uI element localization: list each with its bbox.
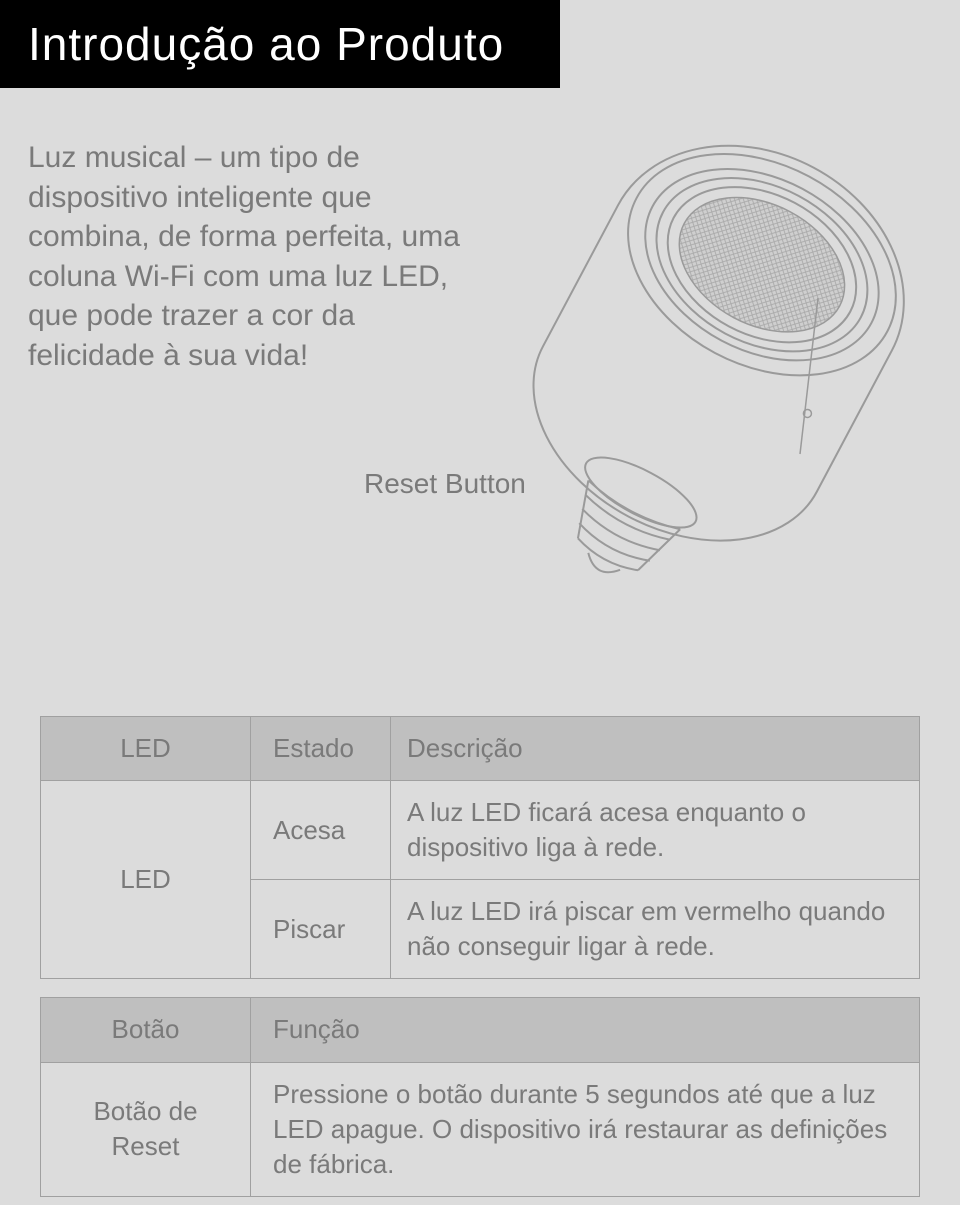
- btn-th-2: Função: [251, 998, 920, 1062]
- product-diagram: [500, 98, 930, 618]
- table-row: LED Acesa A luz LED ficará acesa enquant…: [41, 781, 920, 880]
- tables-wrapper: LED Estado Descrição LED Acesa A luz LED…: [40, 716, 920, 1197]
- table-row: Botão de Reset Pressione o botão durante…: [41, 1062, 920, 1196]
- btn-row-desc: Pressione o botão durante 5 segundos até…: [251, 1062, 920, 1196]
- page-title-bar: Introdução ao Produto: [0, 0, 560, 88]
- led-row-label: LED: [41, 781, 251, 979]
- page-title: Introdução ao Produto: [28, 17, 504, 71]
- btn-th-1: Botão: [41, 998, 251, 1062]
- led-th-3: Descrição: [391, 717, 920, 781]
- reset-button-callout: Reset Button: [364, 468, 526, 500]
- button-table-header: Botão Função: [41, 998, 920, 1062]
- led-table-header: LED Estado Descrição: [41, 717, 920, 781]
- led-desc-0: A luz LED ficará acesa enquanto o dispos…: [391, 781, 920, 880]
- hero-section: Luz musical – um tipo de dispositivo int…: [0, 88, 960, 648]
- button-table: Botão Função Botão de Reset Pressione o …: [40, 997, 920, 1196]
- led-state-1: Piscar: [251, 880, 391, 979]
- led-desc-1: A luz LED irá piscar em vermelho quando …: [391, 880, 920, 979]
- intro-paragraph: Luz musical – um tipo de dispositivo int…: [28, 138, 488, 376]
- led-table: LED Estado Descrição LED Acesa A luz LED…: [40, 716, 920, 979]
- btn-row-label: Botão de Reset: [41, 1062, 251, 1196]
- led-th-2: Estado: [251, 717, 391, 781]
- led-th-1: LED: [41, 717, 251, 781]
- led-state-0: Acesa: [251, 781, 391, 880]
